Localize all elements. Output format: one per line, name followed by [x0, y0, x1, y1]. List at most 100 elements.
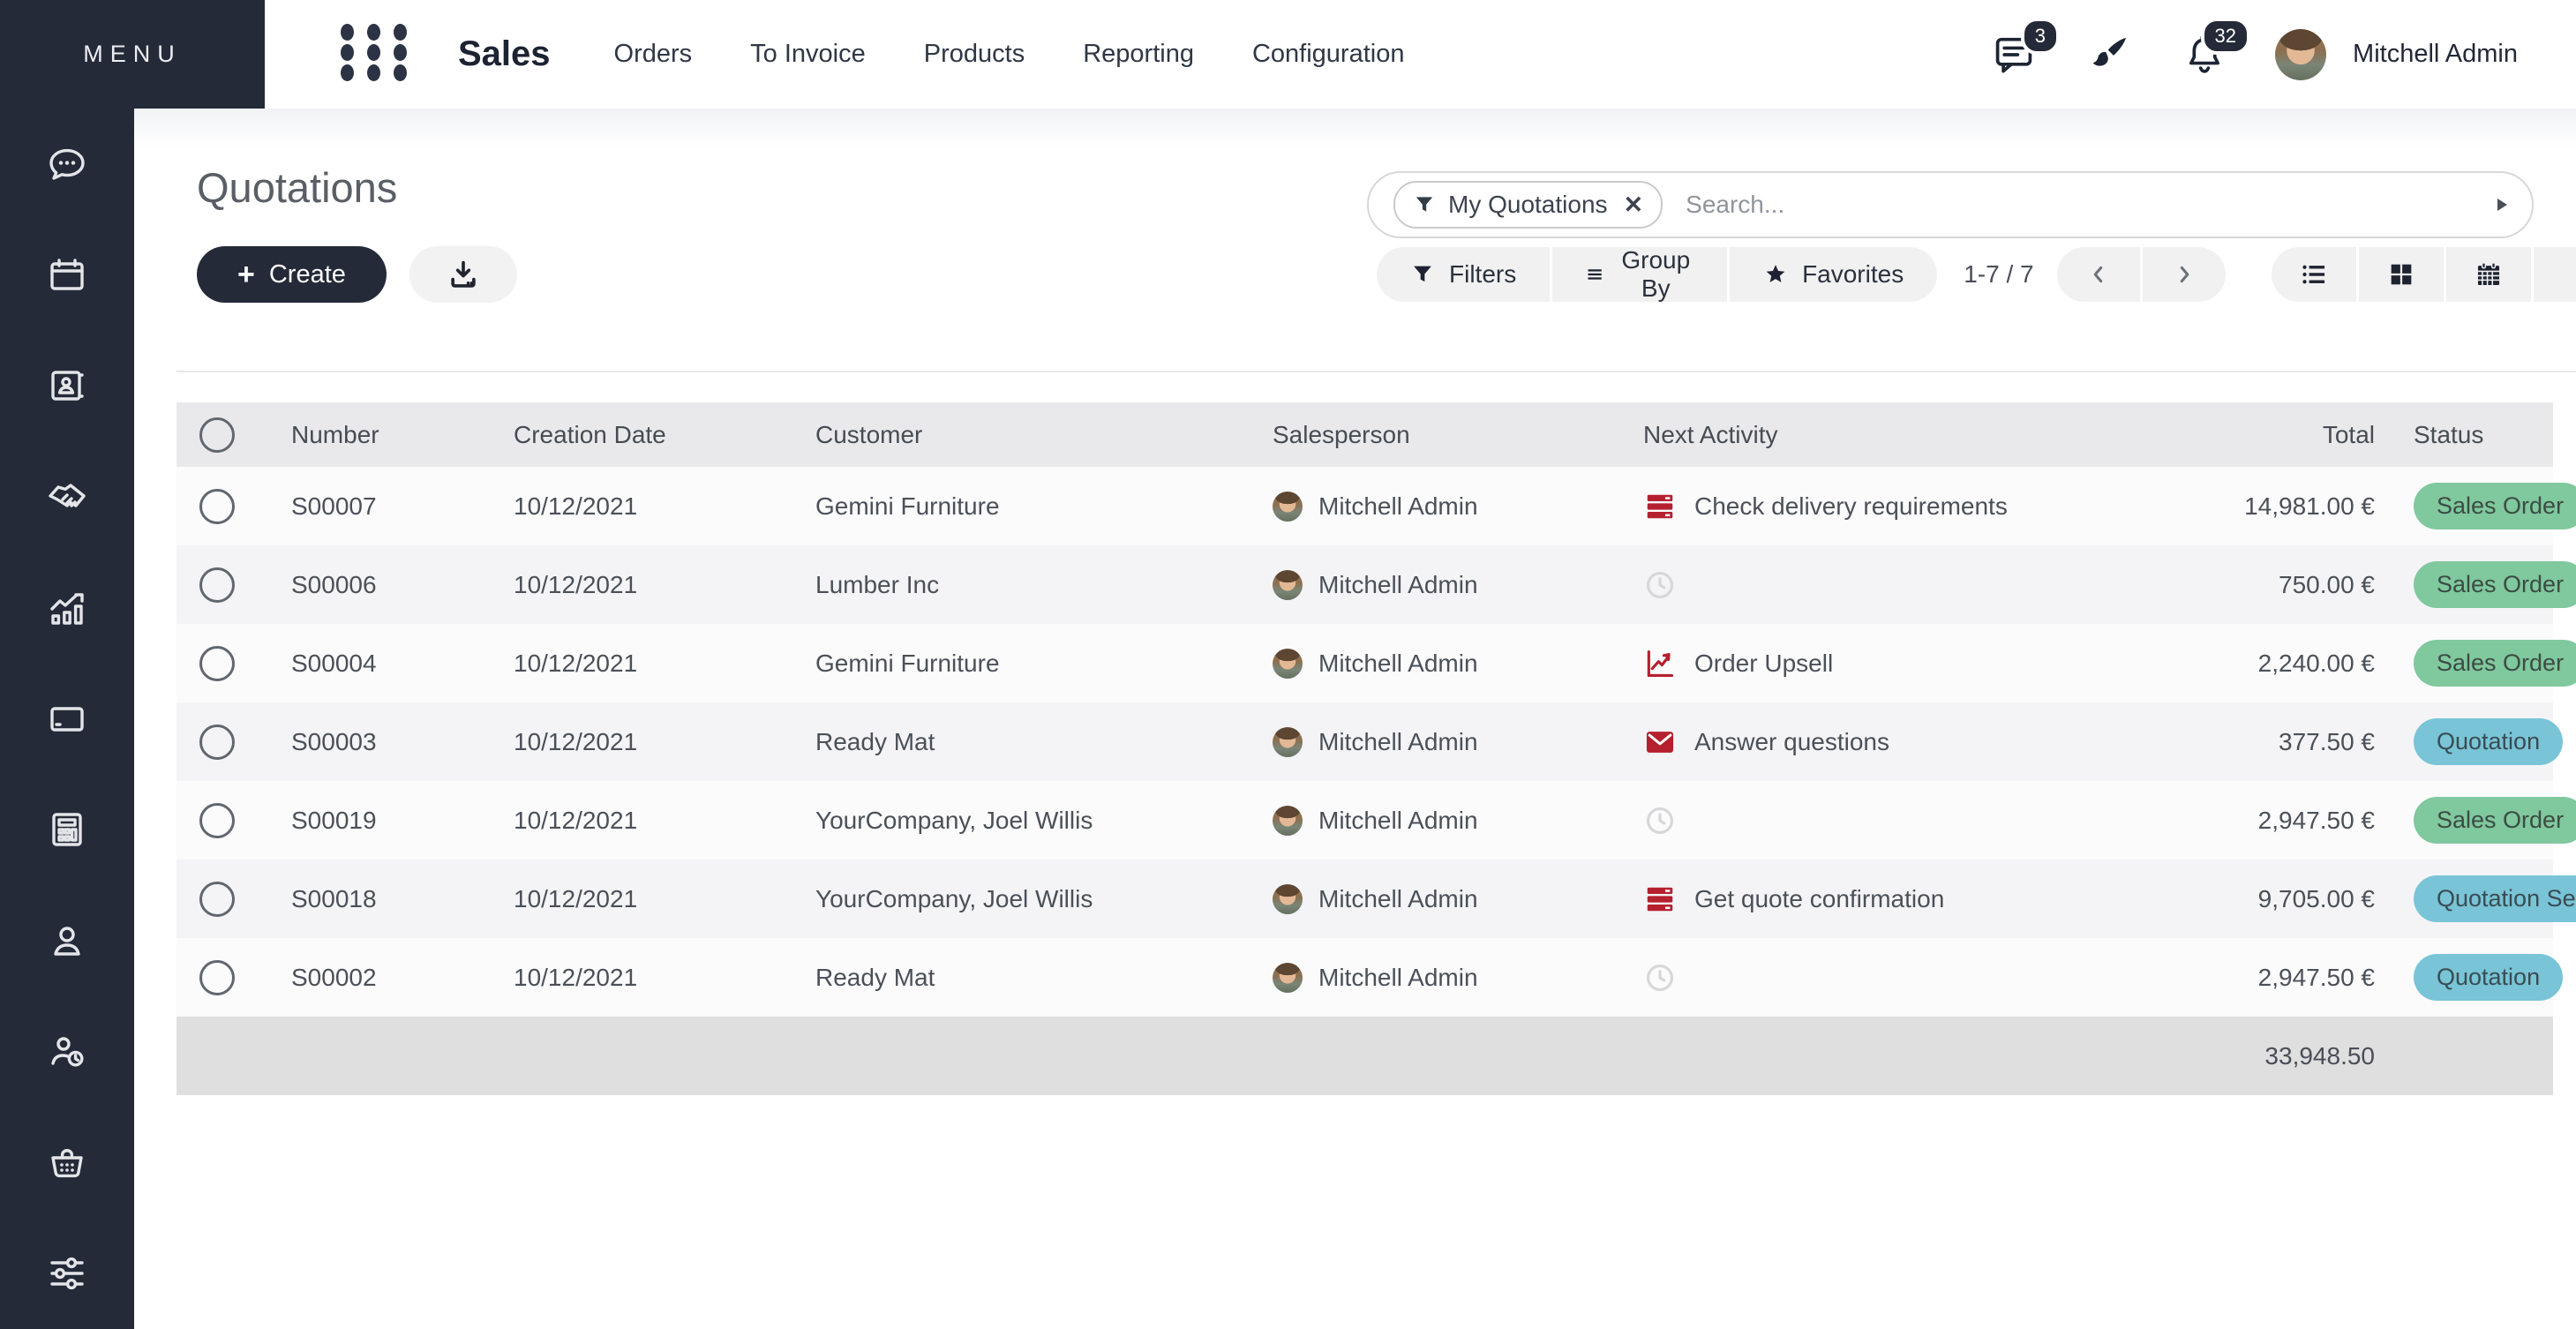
- cell-number[interactable]: S00002: [291, 963, 377, 991]
- activity-email-icon: [1646, 731, 1674, 753]
- sidebar-item-shop[interactable]: [0, 1108, 134, 1219]
- cell-creation-date: 10/12/2021: [514, 806, 638, 834]
- cell-number[interactable]: S00007: [291, 492, 377, 520]
- table-row[interactable]: S00007 10/12/2021 Gemini Furniture Mitch…: [176, 467, 2576, 545]
- sidebar-item-accounting[interactable]: [0, 774, 134, 885]
- sidebar-item-calendar[interactable]: [0, 220, 134, 331]
- chevron-left-icon: [2093, 266, 2102, 283]
- nav-item-orders[interactable]: Orders: [613, 40, 693, 68]
- apps-grid-icon[interactable]: [341, 24, 409, 85]
- status-badge: Sales Order: [2414, 797, 2576, 844]
- header-salesperson[interactable]: Salesperson: [1273, 420, 1410, 448]
- sidebar-item-sales[interactable]: [0, 552, 134, 664]
- table-row[interactable]: S00006 10/12/2021 Lumber Inc Mitchell Ad…: [176, 545, 2576, 624]
- cell-number[interactable]: S00018: [291, 884, 377, 912]
- search-placeholder: Search...: [1686, 191, 1785, 218]
- table-header-row: Number Creation Date Customer Salesperso…: [176, 402, 2553, 467]
- header-status[interactable]: Status: [2414, 420, 2484, 448]
- cell-next-activity[interactable]: [1620, 961, 2163, 995]
- sidebar-item-attendance[interactable]: [0, 996, 134, 1108]
- sidebar-item-crm[interactable]: [0, 441, 134, 552]
- status-badge: Quotation: [2414, 954, 2564, 1001]
- search-facet[interactable]: My Quotations ✕: [1393, 181, 1664, 229]
- kanban-view-button[interactable]: [2358, 247, 2444, 302]
- activity-tasks-icon: [1647, 494, 1673, 518]
- table-row[interactable]: S00002 10/12/2021 Ready Mat Mitchell Adm…: [176, 938, 2564, 1017]
- search-bar[interactable]: My Quotations ✕ Search...: [1367, 171, 2534, 238]
- row-checkbox[interactable]: [199, 959, 235, 995]
- row-checkbox[interactable]: [199, 488, 235, 524]
- view-switch-partial-button[interactable]: [2533, 247, 2576, 302]
- row-checkbox[interactable]: [199, 802, 235, 838]
- user-name[interactable]: Mitchell Admin: [2353, 40, 2518, 68]
- cell-next-activity[interactable]: [1620, 804, 2163, 837]
- create-button[interactable]: + Create: [197, 246, 387, 303]
- sidebar-item-contacts[interactable]: [0, 330, 134, 441]
- salesperson-avatar: [1273, 648, 1303, 679]
- bell-icon[interactable]: 32: [2180, 17, 2251, 79]
- header-total[interactable]: Total: [2322, 420, 2375, 448]
- cell-next-activity[interactable]: Answer questions: [1620, 725, 2163, 759]
- search-caret-icon[interactable]: [2497, 199, 2507, 211]
- sidebar-item-chat[interactable]: [0, 109, 134, 220]
- nav-item-to-invoice[interactable]: To Invoice: [750, 40, 866, 68]
- row-checkbox[interactable]: [199, 567, 235, 603]
- messages-icon[interactable]: 3: [1989, 17, 2061, 79]
- header-next-activity[interactable]: Next Activity: [1643, 420, 1778, 448]
- cell-number[interactable]: S00006: [291, 570, 377, 598]
- facet-remove-icon[interactable]: ✕: [1623, 191, 1644, 218]
- sidebar-item-employees[interactable]: [0, 885, 134, 996]
- table-row[interactable]: S00019 10/12/2021 YourCompany, Joel Will…: [176, 781, 2576, 860]
- cell-total: 750.00 €: [2279, 570, 2375, 598]
- sidebar-item-invoicing[interactable]: [0, 664, 134, 775]
- table-row[interactable]: S00004 10/12/2021 Gemini Furniture Mitch…: [176, 624, 2576, 702]
- cell-customer: YourCompany, Joel Willis: [815, 806, 1093, 834]
- cell-next-activity[interactable]: Get quote confirmation: [1620, 882, 2163, 916]
- select-all-checkbox[interactable]: [199, 417, 235, 453]
- group-by-button[interactable]: Group By: [1552, 246, 1728, 302]
- table-row[interactable]: S00018 10/12/2021 YourCompany, Joel Will…: [176, 860, 2576, 938]
- row-checkbox[interactable]: [199, 645, 235, 681]
- header-creation-date[interactable]: Creation Date: [514, 420, 666, 448]
- cell-total: 14,981.00 €: [2244, 492, 2375, 520]
- favorites-button[interactable]: Favorites: [1730, 247, 1938, 302]
- menu-toggle[interactable]: MENU: [0, 0, 265, 109]
- cell-number[interactable]: S00004: [291, 649, 377, 677]
- nav-item-products[interactable]: Products: [923, 40, 1025, 68]
- pager-range: 1-7 / 7: [1964, 260, 2034, 288]
- cell-salesperson: Mitchell Admin: [1318, 727, 1478, 755]
- nav-item-reporting[interactable]: Reporting: [1083, 40, 1194, 68]
- header-number[interactable]: Number: [291, 420, 379, 448]
- pager-previous-button[interactable]: [2056, 247, 2140, 302]
- filters-button[interactable]: Filters: [1377, 247, 1551, 302]
- cell-creation-date: 10/12/2021: [514, 963, 638, 991]
- calendar-view-button[interactable]: [2445, 247, 2531, 302]
- sidebar-item-settings[interactable]: [0, 1218, 134, 1329]
- status-badge: Quotation Sent: [2414, 875, 2576, 922]
- basket-icon: [51, 1149, 83, 1178]
- list-view-button[interactable]: [2271, 247, 2356, 302]
- footer-total: 33,948.50: [2264, 1041, 2375, 1070]
- cell-next-activity[interactable]: [1620, 568, 2163, 602]
- cell-next-activity[interactable]: Order Upsell: [1620, 647, 2163, 680]
- app-name[interactable]: Sales: [458, 34, 551, 73]
- export-button[interactable]: [409, 246, 517, 303]
- nav-item-configuration[interactable]: Configuration: [1251, 40, 1405, 68]
- activity-clock-icon: [1646, 807, 1674, 834]
- row-checkbox[interactable]: [199, 724, 235, 760]
- header-customer[interactable]: Customer: [815, 420, 923, 448]
- salesperson-avatar: [1273, 569, 1303, 600]
- cell-number[interactable]: S00003: [291, 727, 377, 755]
- cell-salesperson: Mitchell Admin: [1318, 570, 1478, 598]
- cell-customer: Gemini Furniture: [815, 649, 1000, 677]
- pager-next-button[interactable]: [2142, 247, 2226, 302]
- main-content: Quotations + Create My Quotations ✕ Sear…: [134, 109, 2576, 1329]
- table-row[interactable]: S00003 10/12/2021 Ready Mat Mitchell Adm…: [176, 702, 2564, 781]
- row-checkbox[interactable]: [199, 881, 235, 917]
- status-badge: Quotation: [2414, 718, 2564, 765]
- user-avatar[interactable]: [2275, 28, 2327, 80]
- cell-next-activity[interactable]: Check delivery requirements: [1620, 490, 2163, 523]
- brush-icon[interactable]: [2084, 30, 2134, 79]
- cell-customer: Ready Mat: [815, 963, 935, 991]
- cell-number[interactable]: S00019: [291, 806, 377, 834]
